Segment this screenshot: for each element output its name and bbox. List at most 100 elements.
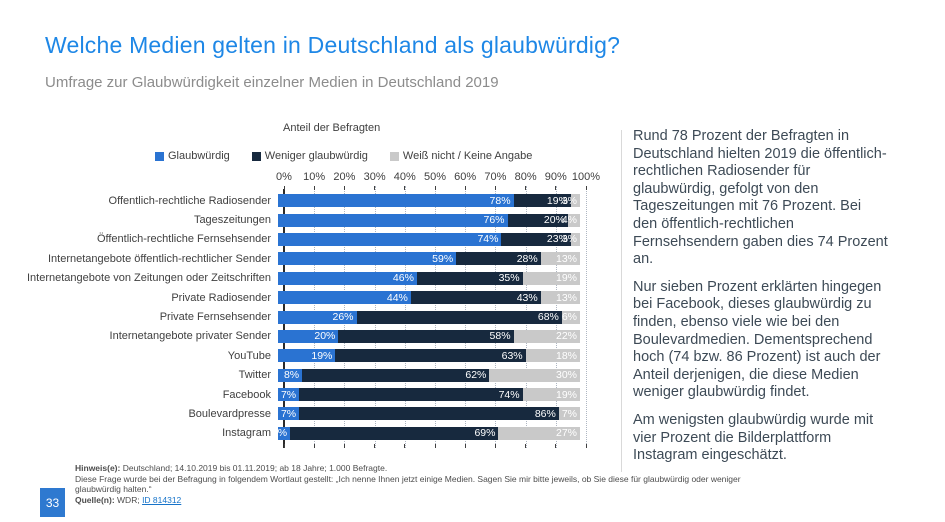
bar-value-label: 3% — [561, 194, 577, 207]
bar-track: 26% 68% 6% — [278, 310, 580, 324]
axis-tick-mark — [494, 444, 496, 448]
hinweis-text: Deutschland; 14.10.2019 bis 01.11.2019; … — [120, 463, 388, 473]
axis-tick-mark — [283, 186, 285, 190]
hinweis-line: Hinweis(e): Deutschland; 14.10.2019 bis … — [75, 463, 741, 474]
axis-title: Anteil der Befragten — [283, 122, 381, 134]
bar-segment-glaubwuerdig — [278, 271, 417, 285]
bar-segment-weniger-glaubwuerdig — [299, 407, 559, 421]
bar-segment-weniger-glaubwuerdig — [356, 310, 562, 324]
bar-value-label: 4% — [561, 214, 577, 227]
bar-segment-weiss-nicht — [498, 426, 580, 440]
bar-value-label: 8% — [283, 369, 300, 382]
chart-row: Internetangebote privater Sender 20% 58% 22… — [0, 327, 586, 346]
axis-tick-mark — [525, 444, 527, 448]
axis-tick-mark — [313, 186, 315, 190]
category-label: Private Fernsehsender — [159, 311, 271, 324]
bar-segment-weiss-nicht — [570, 194, 580, 208]
bar-segment-glaubwuerdig — [278, 194, 514, 208]
axis-tick-mark — [555, 444, 557, 448]
bar-track: 7% 74% 19% — [278, 388, 580, 402]
bar-value-label: 59% — [432, 252, 454, 265]
bar-segment-glaubwuerdig — [278, 426, 291, 440]
bar-value-label: 74% — [498, 388, 520, 401]
bar-segment-glaubwuerdig — [278, 329, 339, 343]
bar-segment-weniger-glaubwuerdig — [410, 291, 541, 305]
bar-value-label: 78% — [489, 194, 511, 207]
category-label: Internetangebote von Zeitungen oder Zeit… — [27, 272, 271, 285]
quelle-text: WDR; — [114, 494, 143, 505]
axis-tick-mark — [313, 444, 315, 448]
chart-row: YouTube 19% 63% 18% — [0, 346, 586, 365]
legend-item: Weniger glaubwürdig — [251, 150, 368, 162]
bar-value-label: 27% — [555, 427, 577, 440]
category-label: Twitter — [238, 369, 271, 382]
legend-label: Glaubwürdig — [168, 150, 230, 162]
bar-segment-weniger-glaubwuerdig — [513, 194, 571, 208]
quelle-label: Quelle(n): — [75, 494, 115, 505]
bar-value-label: 46% — [392, 272, 414, 285]
bar-segment-weniger-glaubwuerdig — [507, 213, 568, 227]
x-tick-label: 0% — [276, 171, 292, 183]
axis-tick-mark — [374, 444, 376, 448]
bar-value-label: 7% — [561, 407, 577, 420]
axis-tick-mark — [585, 444, 587, 448]
page-title: Welche Medien gelten in Deutschland als … — [45, 32, 621, 58]
bar-segment-glaubwuerdig — [278, 407, 300, 421]
bar-segment-weiss-nicht — [522, 388, 580, 402]
x-tick-label: 30% — [363, 171, 386, 183]
chart-row: Private Fernsehsender 26% 68% 6% — [0, 307, 586, 326]
category-label: YouTube — [227, 349, 271, 362]
bar-segment-weiss-nicht — [540, 291, 580, 305]
frage-line-2: glaubwürdig halten.“ — [75, 484, 152, 494]
bar-track: 7% 86% 7% — [278, 407, 580, 421]
bar-value-label: 3% — [561, 233, 577, 246]
vertical-divider — [621, 130, 622, 472]
bar-value-label: 7% — [280, 388, 297, 401]
bar-value-label: 13% — [555, 252, 577, 265]
bar-value-label: 86% — [534, 407, 556, 420]
legend-item: Glaubwürdig — [155, 150, 230, 162]
bar-value-label: 76% — [483, 214, 505, 227]
x-tick-label: 50% — [423, 171, 447, 183]
source-id-link[interactable]: ID 814312 — [142, 494, 182, 505]
page-subtitle: Umfrage zur Glaubwürdigkeit einzelner Me… — [45, 74, 499, 91]
quelle-line: Quelle(n): WDR; ID 814312 — [75, 495, 741, 506]
chart-legend: Glaubwürdig Weniger glaubwürdig Weiß nicht… — [155, 150, 532, 162]
bar-value-label: 19% — [555, 272, 577, 285]
category-label: Internetangebote privater Sender — [109, 330, 271, 343]
bar-track: 59% 28% 13% — [278, 252, 580, 266]
bar-segment-glaubwuerdig — [278, 388, 300, 402]
bar-segment-weiss-nicht — [561, 310, 580, 324]
category-label: Offentlich-rechtliche Radiosender — [108, 194, 271, 207]
bar-value-label: 22% — [555, 330, 577, 343]
bar-track: 8% 62% 30% — [278, 368, 580, 382]
bar-segment-weiss-nicht — [558, 407, 580, 421]
axis-tick-mark — [494, 186, 496, 190]
bar-track: 74% 23% 3% — [278, 232, 580, 246]
category-label: Internetangebote öffentlich-rechtlicher … — [48, 252, 271, 265]
bar-value-label: 19% — [555, 388, 577, 401]
bar-value-label: 74% — [477, 233, 499, 246]
category-label: Private Radiosender — [171, 291, 271, 304]
commentary-paragraph-2: Nur sieben Prozent erklärten hingegen be… — [633, 278, 882, 401]
bar-track: 76% 20% 4% — [278, 213, 580, 227]
chart-row: Internetangebote öffentlich-rechtlicher … — [0, 249, 586, 268]
x-tick-label: 100% — [571, 171, 601, 183]
bar-segment-weiss-nicht — [570, 232, 580, 246]
category-label: Facebook — [222, 388, 271, 401]
category-label: Instagram — [222, 427, 271, 440]
legend-item: Weiß nicht / Keine Angabe — [389, 150, 532, 162]
axis-tick-mark — [404, 186, 406, 190]
bar-segment-weniger-glaubwuerdig — [501, 232, 571, 246]
bar-value-label: 35% — [498, 272, 520, 285]
bar-value-label: 58% — [489, 330, 511, 343]
bar-value-label: 19% — [546, 194, 568, 207]
bar-segment-weiss-nicht — [567, 213, 580, 227]
bar-track: 20% 58% 22% — [278, 329, 580, 343]
commentary-text: Rund 78 Prozent der Befragten in Deutsch… — [633, 128, 889, 475]
chart-row: Tageszeitungen 76% 20% 4% — [0, 210, 586, 229]
legend-label: Weniger glaubwürdig — [264, 150, 368, 162]
chart-rows: Offentlich-rechtliche Radiosender 78% 19% 3… — [0, 191, 586, 443]
bar-value-label: 13% — [555, 291, 577, 304]
